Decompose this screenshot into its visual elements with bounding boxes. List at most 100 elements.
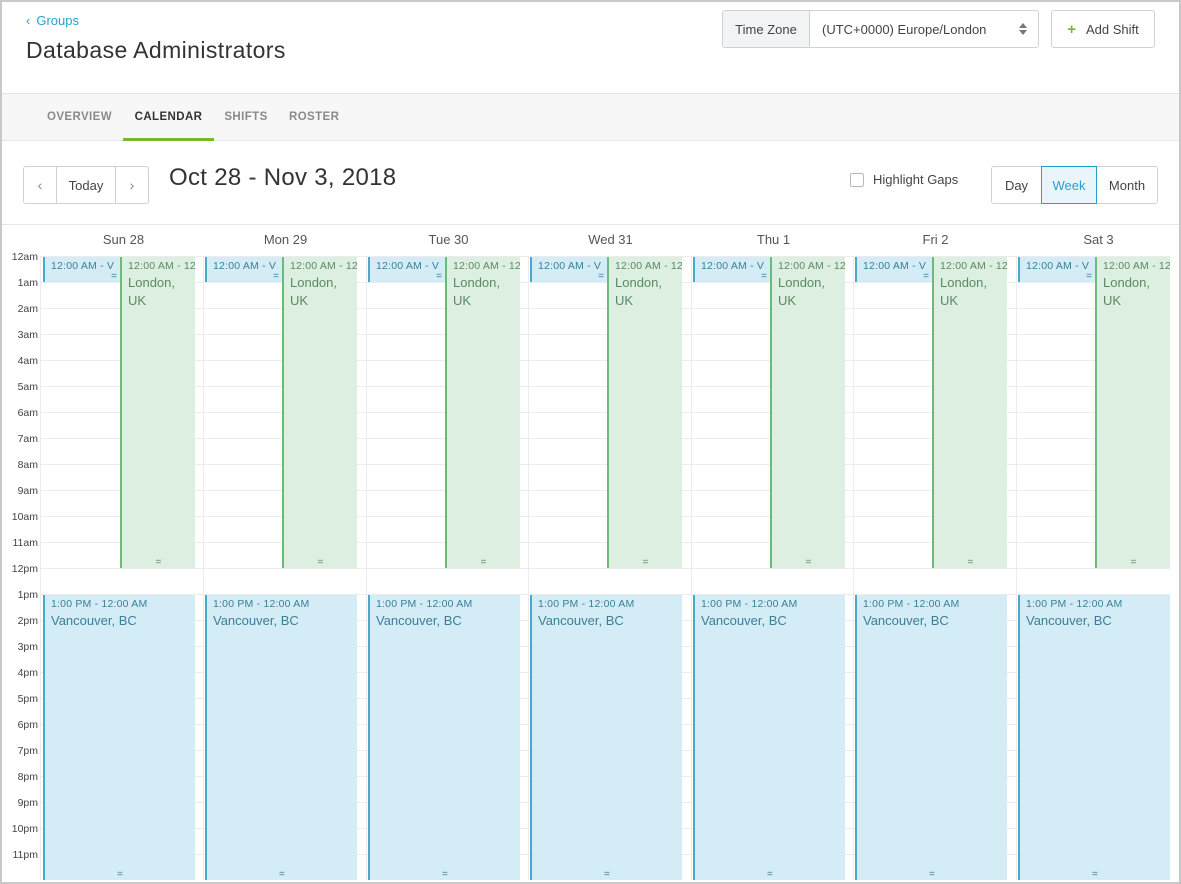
shift-location: London, UK	[453, 275, 500, 308]
hour-gridline	[40, 464, 1170, 465]
plus-icon: +	[1067, 20, 1076, 38]
hour-label: 1am	[17, 277, 38, 289]
back-link-label: Groups	[36, 13, 79, 28]
timezone-select[interactable]: (UTC+0000) Europe/London	[810, 11, 1038, 47]
day-column-divider	[528, 256, 529, 880]
shift-time: 12:00 AM - V	[376, 260, 440, 272]
view-day-button[interactable]: Day	[1004, 177, 1029, 193]
shift-block-london[interactable]: 12:00 AM - 12 London, UK =	[932, 257, 1007, 568]
shift-time: 1:00 PM - 12:00 AM	[51, 598, 148, 610]
shift-time: 12:00 AM - 12	[128, 260, 195, 272]
shift-block-vancouver[interactable]: 1:00 PM - 12:00 AM Vancouver, BC =	[855, 595, 1007, 880]
shift-block-vancouver[interactable]: 1:00 PM - 12:00 AM Vancouver, BC =	[693, 595, 845, 880]
shift-time: 12:00 AM - 12	[940, 260, 1007, 272]
tab-roster[interactable]: ROSTER	[289, 111, 340, 123]
day-header: Wed 31	[588, 232, 633, 247]
prev-week-button[interactable]: ‹	[24, 167, 56, 203]
resize-handle-icon[interactable]: =	[967, 557, 974, 568]
shift-block-early[interactable]: 12:00 AM - V =	[205, 257, 285, 282]
resize-handle-icon[interactable]: =	[442, 869, 448, 880]
highlight-gaps-checkbox[interactable]	[850, 172, 864, 187]
hour-label: 10pm	[11, 823, 38, 835]
hour-label: 12am	[11, 251, 38, 263]
shift-block-vancouver[interactable]: 1:00 PM - 12:00 AM Vancouver, BC =	[43, 595, 195, 880]
tab-calendar[interactable]: CALENDAR	[123, 94, 214, 141]
shift-time: 1:00 PM - 12:00 AM	[1026, 598, 1123, 610]
resize-handle-icon[interactable]: =	[1086, 271, 1092, 282]
resize-handle-icon[interactable]: =	[273, 271, 279, 282]
hour-label: 2am	[17, 303, 38, 315]
shift-block-london[interactable]: 12:00 AM - 12 London, UK =	[1095, 257, 1170, 568]
shift-block-london[interactable]: 12:00 AM - 12 London, UK =	[282, 257, 357, 568]
today-button[interactable]: Today	[56, 167, 116, 203]
shift-block-london[interactable]: 12:00 AM - 12 London, UK =	[607, 257, 682, 568]
shift-block-vancouver[interactable]: 1:00 PM - 12:00 AM Vancouver, BC =	[530, 595, 682, 880]
shift-location: London, UK	[290, 275, 337, 308]
hour-gridline	[40, 438, 1170, 439]
shift-block-vancouver[interactable]: 1:00 PM - 12:00 AM Vancouver, BC =	[368, 595, 520, 880]
resize-handle-icon[interactable]: =	[929, 869, 935, 880]
shift-time: 12:00 AM - 12	[290, 260, 357, 272]
hour-gridline	[40, 386, 1170, 387]
resize-handle-icon[interactable]: =	[317, 557, 324, 568]
shift-block-early[interactable]: 12:00 AM - V =	[1018, 257, 1098, 282]
hour-gridline	[40, 568, 1170, 569]
hour-label: 9am	[17, 485, 38, 497]
highlight-gaps-label: Highlight Gaps	[873, 172, 959, 187]
date-range-title: Oct 28 - Nov 3, 2018	[169, 164, 397, 191]
hour-label: 4am	[17, 355, 38, 367]
week-calendar: 12am 1am 2am 3am 4am 5am 6am 7am 8am 9am 10am 11am 1…	[2, 224, 1179, 882]
shift-block-vancouver[interactable]: 1:00 PM - 12:00 AM Vancouver, BC =	[205, 595, 357, 880]
resize-handle-icon[interactable]: =	[436, 271, 442, 282]
shift-location: London, UK	[1103, 275, 1150, 308]
shift-location: Vancouver, BC	[538, 613, 624, 628]
resize-handle-icon[interactable]: =	[604, 869, 610, 880]
hour-label: 10am	[11, 511, 38, 523]
shift-time: 12:00 AM - V	[1026, 260, 1090, 272]
resize-handle-icon[interactable]: =	[155, 557, 162, 568]
view-month-button[interactable]: Month	[1108, 177, 1146, 193]
hour-label: 5pm	[17, 693, 38, 705]
highlight-gaps-toggle[interactable]: Highlight Gaps	[850, 172, 958, 187]
resize-handle-icon[interactable]: =	[1130, 557, 1137, 568]
hour-label: 3pm	[17, 641, 38, 653]
resize-handle-icon[interactable]: =	[805, 557, 812, 568]
resize-handle-icon[interactable]: =	[111, 271, 117, 282]
shift-block-london[interactable]: 12:00 AM - 12 London, UK =	[120, 257, 195, 568]
resize-handle-icon[interactable]: =	[761, 271, 767, 282]
resize-handle-icon[interactable]: =	[767, 869, 773, 880]
day-column-divider	[1016, 256, 1017, 880]
resize-handle-icon[interactable]: =	[279, 869, 285, 880]
shift-block-early[interactable]: 12:00 AM - V =	[693, 257, 773, 282]
resize-handle-icon[interactable]: =	[480, 557, 487, 568]
shift-block-early[interactable]: 12:00 AM - V =	[368, 257, 448, 282]
shift-block-early[interactable]: 12:00 AM - V =	[530, 257, 610, 282]
hour-label: 6pm	[17, 719, 38, 731]
shift-block-early[interactable]: 12:00 AM - V =	[43, 257, 123, 282]
shift-block-london[interactable]: 12:00 AM - 12 London, UK =	[445, 257, 520, 568]
shift-time: 1:00 PM - 12:00 AM	[213, 598, 310, 610]
hour-label: 9pm	[17, 797, 38, 809]
resize-handle-icon[interactable]: =	[923, 271, 929, 282]
hour-label: 2pm	[17, 615, 38, 627]
resize-handle-icon[interactable]: =	[1092, 869, 1098, 880]
shift-block-vancouver[interactable]: 1:00 PM - 12:00 AM Vancouver, BC =	[1018, 595, 1170, 880]
add-shift-button[interactable]: + Add Shift	[1051, 10, 1155, 48]
shift-block-early[interactable]: 12:00 AM - V =	[855, 257, 935, 282]
shift-time: 1:00 PM - 12:00 AM	[376, 598, 473, 610]
next-week-button[interactable]: ›	[116, 167, 148, 203]
tab-shifts[interactable]: SHIFTS	[224, 111, 268, 123]
shift-time: 12:00 AM - V	[863, 260, 927, 272]
resize-handle-icon[interactable]: =	[642, 557, 649, 568]
hour-label: 4pm	[17, 667, 38, 679]
hour-label: 11pm	[12, 849, 39, 861]
shift-block-london[interactable]: 12:00 AM - 12 London, UK =	[770, 257, 845, 568]
view-week-button[interactable]: Week	[1041, 166, 1097, 204]
resize-handle-icon[interactable]: =	[117, 869, 123, 880]
hour-gridline	[40, 542, 1170, 543]
chevron-right-icon: ›	[129, 177, 135, 193]
hour-gridline	[40, 256, 1170, 257]
back-to-groups-link[interactable]: ‹ Groups	[26, 13, 79, 28]
tab-overview[interactable]: OVERVIEW	[47, 111, 112, 123]
resize-handle-icon[interactable]: =	[598, 271, 604, 282]
